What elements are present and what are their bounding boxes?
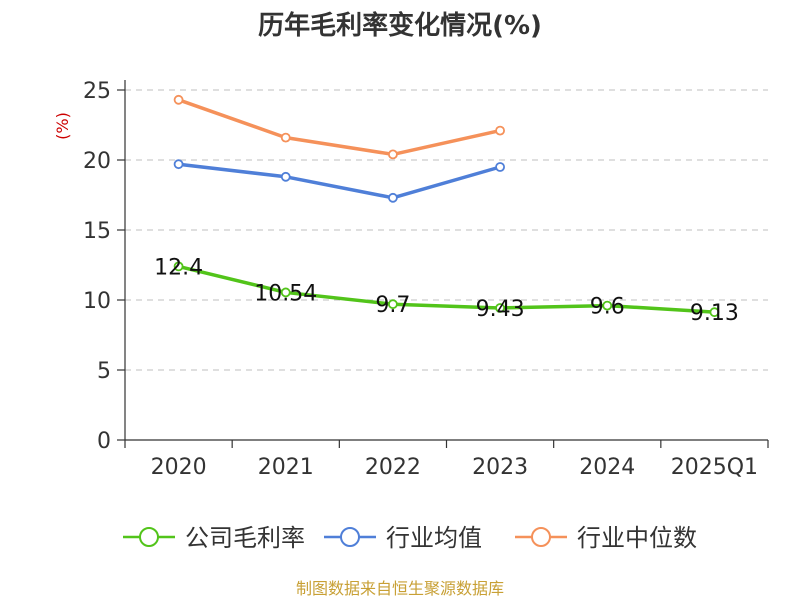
source-note: 制图数据来自恒生聚源数据库 bbox=[296, 579, 504, 598]
x-tick-label: 2021 bbox=[258, 455, 314, 480]
data-point bbox=[173, 261, 184, 272]
y-tick-label: 5 bbox=[97, 359, 111, 384]
data-point bbox=[280, 287, 291, 298]
data-point bbox=[495, 303, 505, 313]
series-group bbox=[173, 94, 720, 318]
y-tick-label: 20 bbox=[83, 149, 111, 174]
y-axis-label: (%) bbox=[53, 112, 72, 140]
y-tick-label: 10 bbox=[83, 289, 111, 314]
x-tick-label: 2020 bbox=[151, 455, 207, 480]
data-label: 9.13 bbox=[690, 301, 739, 326]
data-labels: 12.4 10.54 9.7 9.43 9.6 9.13 bbox=[154, 255, 739, 326]
legend-marker bbox=[531, 527, 551, 547]
data-point bbox=[388, 192, 398, 203]
y-tick-label: 15 bbox=[83, 219, 111, 244]
y-tick-label: 25 bbox=[83, 79, 111, 104]
data-point bbox=[280, 132, 291, 143]
data-point bbox=[388, 299, 398, 310]
legend-label: 行业均值 bbox=[386, 524, 482, 552]
data-point bbox=[602, 300, 613, 311]
data-point bbox=[495, 162, 505, 172]
x-tick-label: 2022 bbox=[365, 455, 421, 480]
data-label: 10.54 bbox=[254, 281, 317, 306]
data-point bbox=[280, 171, 291, 182]
series-line bbox=[178, 162, 501, 200]
series-line bbox=[178, 264, 715, 314]
data-label: 9.6 bbox=[590, 295, 625, 320]
data-label: 9.43 bbox=[476, 297, 525, 322]
y-tick-label: 0 bbox=[97, 429, 111, 454]
data-point bbox=[173, 94, 184, 105]
x-tick-label: 2025Q1 bbox=[671, 455, 758, 480]
grid bbox=[125, 89, 768, 371]
data-point bbox=[709, 307, 720, 318]
x-tick-label: 2024 bbox=[579, 455, 635, 480]
legend: 公司毛利率 行业均值 行业中位数 bbox=[123, 524, 697, 552]
series-line bbox=[178, 98, 501, 157]
legend-marker bbox=[340, 527, 360, 547]
legend-label: 行业中位数 bbox=[577, 524, 697, 552]
data-point bbox=[173, 159, 184, 170]
chart-title: 历年毛利率变化情况(%) bbox=[258, 10, 542, 41]
legend-marker bbox=[139, 527, 159, 547]
x-tick-label: 2023 bbox=[472, 455, 528, 480]
axes: 0 5 10 15 20 25 2020 2021 2022 2023 2024 2025Q1 bbox=[83, 79, 769, 480]
legend-label: 公司毛利率 bbox=[185, 524, 305, 552]
data-point bbox=[495, 125, 505, 136]
data-label: 12.4 bbox=[154, 255, 203, 280]
data-point bbox=[388, 149, 398, 160]
data-label: 9.7 bbox=[375, 293, 410, 318]
